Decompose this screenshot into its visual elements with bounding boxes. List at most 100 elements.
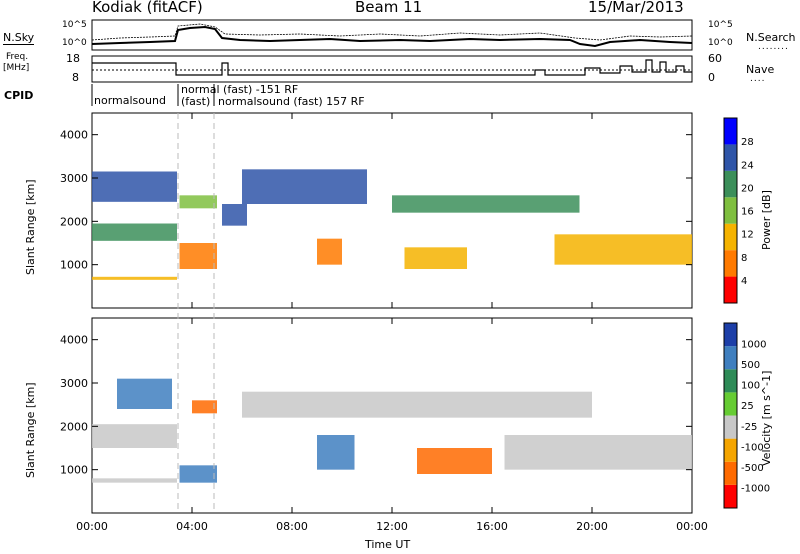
freq-tick-low: 8: [72, 71, 79, 84]
heatmap-band-3: [179, 465, 217, 483]
x-tick-label: 12:00: [376, 520, 408, 533]
cpid-label: CPID: [4, 89, 34, 102]
x-tick-label: 16:00: [476, 520, 508, 533]
colorbar-tick-label: 100: [741, 381, 760, 392]
colorbar-tick-label: 500: [741, 360, 760, 371]
colorbar-swatch: [724, 118, 737, 145]
heatmap-band-3: [179, 243, 217, 269]
colorbar-tick-label: 12: [741, 230, 754, 241]
x-axis-title: Time UT: [365, 538, 411, 551]
heatmap-band-0: [92, 424, 177, 448]
y-tick-label: 4000: [60, 129, 88, 142]
heatmap-band-4: [192, 400, 217, 414]
heatmap-band-7: [317, 238, 342, 265]
freq-label-2: [MHz]: [3, 63, 30, 73]
velocity-colorbar: 1000 500 100 25 -25 -100 -500 -1000: [723, 322, 770, 509]
cpid-segment-normal-fast: normal (fast) -151 RF: [181, 83, 299, 96]
nsearch-label: N.Search: [746, 31, 796, 44]
power-heatmap: [92, 169, 692, 280]
heatmap-band-10: [554, 234, 692, 265]
heatmap-band-5: [242, 391, 592, 418]
x-tick-label: 08:00: [276, 520, 308, 533]
velocity-ylabel: Slant Range [km]: [24, 382, 37, 478]
colorbar-swatch: [724, 276, 737, 303]
velocity-heatmap: [92, 378, 692, 483]
heatmap-band-8: [504, 435, 692, 470]
heatmap-band-0: [92, 223, 177, 241]
nsky-tick-high: 10^5: [62, 20, 87, 30]
colorbar-swatch: [724, 415, 737, 439]
colorbar-tick-label: 28: [741, 137, 754, 148]
heatmap-band-6: [317, 435, 355, 470]
colorbar-swatch: [724, 323, 737, 347]
power-ylabel: Slant Range [km]: [24, 179, 37, 275]
nsearch-tick-high: 10^5: [708, 20, 733, 30]
cpid-segment-fast-2: normalsound (fast) 157 RF: [218, 95, 365, 108]
colorbar-tick-label: -500: [741, 463, 764, 474]
heatmap-band-2: [117, 378, 172, 409]
colorbar-swatch: [724, 170, 737, 198]
nsky-label: N.Sky: [3, 31, 35, 45]
heatmap-band-6: [242, 169, 367, 204]
x-tick-label: 04:00: [176, 520, 208, 533]
power-colorbar: 4 8 12 16 20 24 28: [723, 117, 754, 304]
velocity-colorbar-label: Velocity [m s^-1]: [760, 370, 773, 466]
y-axis-ticks: 1000 2000 3000 4000 1000 2000 3000 4000: [60, 129, 692, 477]
colorbar-swatch: [724, 223, 737, 251]
heatmap-band-1: [92, 171, 177, 202]
station-title: Kodiak (fitACF): [92, 0, 203, 16]
colorbar-frame: [723, 322, 738, 509]
colorbar-tick-label: -100: [741, 442, 764, 453]
colorbar-tick-label: -25: [741, 422, 757, 433]
noise-sky-line: [91, 25, 693, 48]
heatmap-band-8: [404, 247, 467, 269]
freq-label-1: Freq.: [6, 52, 29, 62]
freq-tick-high: 18: [66, 52, 80, 65]
heatmap-band-1: [92, 478, 177, 483]
colorbar-tick-label: 25: [741, 401, 754, 412]
y-tick-label: 2000: [60, 420, 88, 433]
nave-tick-high: 60: [708, 52, 722, 65]
colorbar-swatch: [724, 144, 737, 171]
colorbar-tick-label: -1000: [741, 483, 770, 494]
freq-panel-frame: [91, 55, 693, 83]
power-colorbar-label: Power [dB]: [760, 190, 773, 250]
nsearch-tick-low: 10^0: [708, 38, 733, 48]
freq-line: [92, 59, 692, 76]
heatmap-band-2: [92, 276, 177, 280]
colorbar-swatch: [724, 197, 737, 224]
colorbar-swatch: [724, 438, 737, 462]
x-tick-label: 00:00: [676, 520, 708, 533]
colorbar-tick-label: 24: [741, 160, 754, 171]
colorbar-tick-label: 4: [741, 276, 747, 287]
noise-search-line: [91, 23, 693, 41]
colorbar-swatch: [724, 461, 737, 485]
colorbar-swatch: [724, 250, 737, 277]
heatmap-band-7: [417, 448, 492, 474]
nave-legend-dots: ....: [750, 74, 766, 84]
colorbar-swatch: [724, 346, 737, 370]
x-axis-ticks: 00:00 04:00 08:00 12:00 16:00 20:00 00:00: [76, 113, 708, 533]
colorbar-swatch: [724, 369, 737, 393]
noise-panel-frame: [91, 19, 693, 51]
heatmap-band-4: [179, 195, 217, 209]
nave-tick-low: 0: [708, 71, 715, 84]
nsky-tick-low: 10^0: [62, 38, 87, 48]
x-tick-label: 20:00: [576, 520, 608, 533]
cpid-segment-fast-1: (fast): [181, 95, 211, 108]
nave-label: Nave: [746, 63, 775, 76]
nsearch-legend-dots: ........: [758, 42, 789, 52]
colorbar-tick-label: 8: [741, 253, 747, 264]
cpid-segment-normalsound: normalsound: [94, 94, 166, 107]
colorbar-swatch: [724, 484, 737, 508]
colorbar-tick-label: 20: [741, 183, 754, 194]
y-tick-label: 1000: [60, 464, 88, 477]
beam-label: Beam 11: [355, 0, 423, 16]
heatmap-band-9: [392, 195, 580, 213]
x-tick-label: 00:00: [76, 520, 108, 533]
colorbar-swatch: [724, 392, 737, 416]
y-tick-label: 3000: [60, 172, 88, 185]
colorbar-tick-label: 16: [741, 207, 754, 218]
colorbar-frame: [723, 117, 738, 304]
